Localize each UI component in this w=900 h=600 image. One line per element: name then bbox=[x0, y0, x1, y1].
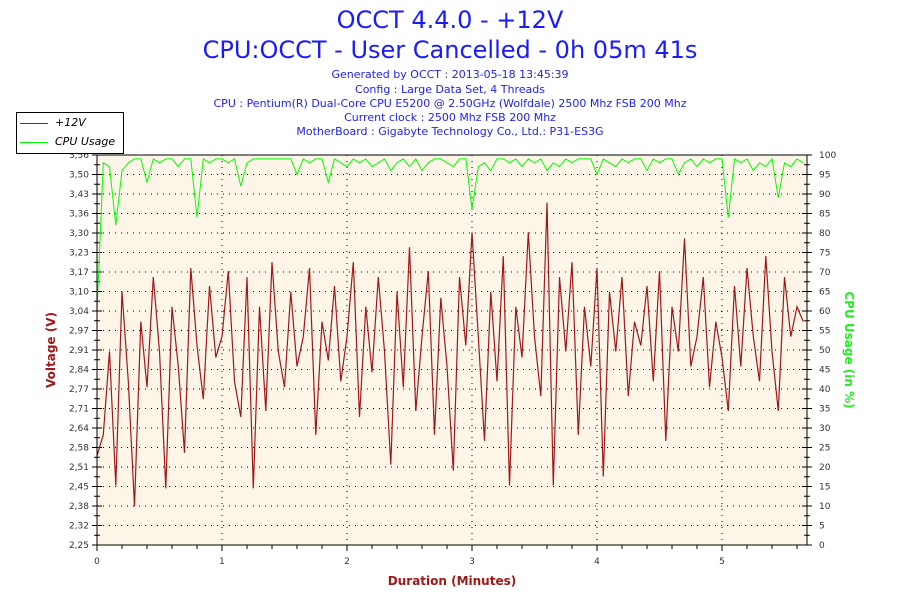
y-tick-label: 2,32 bbox=[69, 522, 89, 532]
y-axis-label: Voltage (V) bbox=[44, 312, 58, 388]
y2-tick-label: 80 bbox=[819, 229, 831, 239]
y-tick-label: 3,30 bbox=[69, 229, 89, 239]
y2-tick-label: 95 bbox=[819, 171, 830, 181]
y-tick-label: 2,58 bbox=[69, 444, 89, 454]
legend: +12V CPU Usage bbox=[16, 112, 124, 154]
y-tick-label: 2,91 bbox=[69, 346, 89, 356]
y2-tick-label: 15 bbox=[819, 483, 830, 493]
y2-tick-label: 10 bbox=[819, 502, 831, 512]
x-tick-label: 1 bbox=[219, 557, 225, 567]
x-tick-label: 5 bbox=[719, 557, 725, 567]
info-clock: Current clock : 2500 Mhz FSB 200 Mhz bbox=[344, 111, 556, 124]
x-tick-label: 3 bbox=[469, 557, 475, 567]
y-tick-label: 2,71 bbox=[69, 405, 89, 415]
y-tick-label: 3,17 bbox=[69, 268, 89, 278]
y2-tick-label: 40 bbox=[819, 385, 831, 395]
y2-tick-label: 35 bbox=[819, 405, 830, 415]
info-cpu: CPU : Pentium(R) Dual-Core CPU E5200 @ 2… bbox=[213, 97, 687, 110]
y2-tick-label: 75 bbox=[819, 249, 830, 259]
y2-tick-label: 0 bbox=[819, 541, 825, 551]
y-tick-label: 2,45 bbox=[69, 483, 89, 493]
plot-background bbox=[97, 155, 807, 545]
y-tick-label: 2,97 bbox=[69, 327, 89, 337]
y2-tick-label: 55 bbox=[819, 327, 830, 337]
y-tick-label: 2,77 bbox=[69, 385, 89, 395]
y2-tick-label: 45 bbox=[819, 366, 830, 376]
y-tick-label: 3,10 bbox=[69, 288, 89, 298]
y-tick-label: 2,84 bbox=[69, 366, 89, 376]
info-generated: Generated by OCCT : 2013-05-18 13:45:39 bbox=[331, 68, 569, 81]
y2-axis-label: CPU Usage (in %) bbox=[842, 291, 856, 408]
series-cpu-usage-line bbox=[96, 157, 804, 312]
info-motherboard: MotherBoard : Gigabyte Technology Co., L… bbox=[296, 125, 604, 138]
y2-tick-label: 30 bbox=[819, 424, 831, 434]
y-tick-label: 3,43 bbox=[69, 190, 89, 200]
x-tick-label: 4 bbox=[594, 557, 600, 567]
legend-swatch-12v bbox=[20, 123, 48, 124]
y-tick-label: 3,04 bbox=[69, 307, 89, 317]
y-tick-label: 3,50 bbox=[69, 171, 89, 181]
chart-subtitle: CPU:OCCT - User Cancelled - 0h 05m 41s bbox=[202, 36, 698, 64]
y2-tick-label: 20 bbox=[819, 463, 831, 473]
y2-tick-label: 60 bbox=[819, 307, 831, 317]
x-tick-label: 2 bbox=[344, 557, 350, 567]
y-tick-label: 3,36 bbox=[69, 210, 89, 220]
y2-tick-label: 25 bbox=[819, 444, 830, 454]
info-config: Config : Large Data Set, 4 Threads bbox=[355, 83, 545, 96]
y2-tick-label: 65 bbox=[819, 288, 830, 298]
chart-title: OCCT 4.4.0 - +12V bbox=[336, 6, 564, 34]
y2-tick-label: 5 bbox=[819, 522, 825, 532]
legend-item-12v: +12V bbox=[17, 116, 123, 130]
y2-tick-label: 50 bbox=[819, 346, 831, 356]
legend-label-cpu-usage: CPU Usage bbox=[55, 135, 116, 148]
y-tick-label: 3,23 bbox=[69, 249, 89, 259]
series-12v-line bbox=[96, 202, 804, 507]
x-axis-label: Duration (Minutes) bbox=[388, 574, 516, 588]
x-tick-label: 0 bbox=[94, 557, 100, 567]
legend-item-cpu-usage: CPU Usage bbox=[17, 135, 123, 149]
legend-swatch-cpu-usage bbox=[20, 142, 48, 143]
y2-tick-label: 85 bbox=[819, 210, 830, 220]
y-tick-label: 2,64 bbox=[69, 424, 89, 434]
y-tick-label: 3,56 bbox=[69, 151, 89, 161]
y2-tick-label: 90 bbox=[819, 190, 831, 200]
y-tick-label: 2,38 bbox=[69, 502, 89, 512]
y-tick-label: 2,25 bbox=[69, 541, 89, 551]
y-tick-label: 2,51 bbox=[69, 463, 89, 473]
legend-label-12v: +12V bbox=[55, 116, 86, 129]
y2-tick-label: 70 bbox=[819, 268, 831, 278]
y2-tick-label: 100 bbox=[819, 151, 836, 161]
